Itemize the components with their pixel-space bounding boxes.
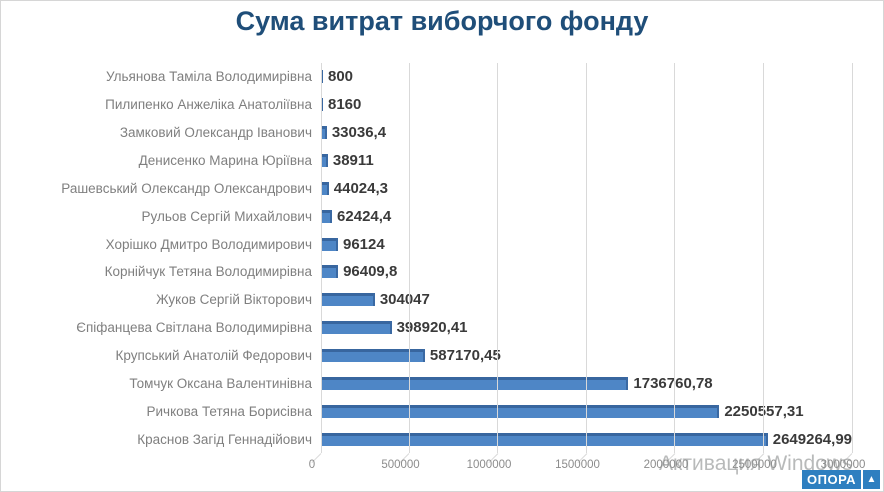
gridline	[497, 63, 499, 453]
bar-row: 1736760,78	[321, 369, 852, 397]
bar-value-label: 587170,45	[429, 347, 501, 365]
bar-value-label: 44024,3	[333, 179, 389, 197]
chart-title: Сума витрат виборчого фонду	[235, 6, 649, 36]
value-axis: 0 500000 1000000 1500000 2000000 2500000 30000…	[1, 459, 883, 479]
category-label: Замковий Олександр Іванович	[119, 125, 312, 141]
x-tick-label: 500000	[381, 459, 420, 471]
bar-value-label: 304047	[379, 291, 430, 309]
category-label: Корнійчук Тетяна Володимирівна	[104, 264, 312, 280]
gridline	[586, 63, 587, 453]
gridline	[763, 63, 764, 453]
category-label: Ричкова Тетяна Борисівна	[146, 403, 312, 419]
x-tick-label: 2000000	[643, 459, 689, 471]
bar-row: 304047	[321, 286, 852, 314]
bar	[321, 209, 333, 223]
category-label: Пилипенко Анжеліка Анатоліївна	[105, 97, 312, 113]
bar-value-label: 800	[328, 68, 354, 86]
bar-value-label: 398920,41	[396, 319, 468, 337]
bar-row: 2649264,99	[321, 425, 852, 453]
bar-row: 62424,4	[321, 202, 852, 230]
bar-row: 96124	[321, 230, 852, 258]
bar-value-label: 1736760,78	[633, 374, 713, 392]
x-tick-label: 1000000	[466, 459, 512, 471]
category-label: Жуков Сергій Вікторович	[156, 292, 312, 308]
category-label: Ульянова Таміла Володимирівна	[105, 69, 312, 85]
x-tick-label: 3000000	[820, 459, 866, 471]
opora-logo: ОПОРА ▲	[802, 470, 880, 489]
bar	[321, 404, 720, 418]
x-tick-label: 1500000	[555, 459, 600, 471]
bar-row: 38911	[321, 147, 852, 175]
bar-value-label: 38911	[332, 152, 374, 169]
bar	[321, 321, 392, 335]
opora-logo-text: ОПОРА	[802, 470, 861, 489]
bar	[321, 98, 323, 112]
bar-value-label: 96409,8	[343, 263, 398, 281]
gridline	[851, 63, 853, 453]
category-label: Денисенко Марина Юріївна	[138, 153, 312, 168]
category-label: Єпіфанцева Світлана Володимирівна	[76, 320, 312, 336]
category-axis: Ульянова Таміла Володимирівна Пилипенко А…	[1, 63, 312, 453]
category-label: Рашевський Олександр Олександрович	[61, 180, 312, 196]
opora-logo-triangle-icon: ▲	[863, 470, 880, 489]
bar-row: 33036,4	[321, 119, 852, 147]
bar	[321, 126, 327, 140]
bar	[321, 70, 323, 84]
gridline	[320, 63, 322, 453]
bar-row: 8160	[321, 91, 852, 119]
category-label: Крупський Анатолій Федорович	[115, 348, 312, 364]
bar	[321, 376, 629, 390]
bar-value-label: 8160	[328, 96, 362, 114]
bar-value-label: 2649264,99	[772, 430, 852, 448]
bar	[321, 349, 425, 363]
bar	[321, 237, 338, 251]
category-label: Хорішко Дмитро Володимирович	[105, 236, 312, 252]
bar-value-label: 62424,4	[337, 207, 392, 225]
bar-row: 44024,3	[321, 174, 852, 202]
gridline	[408, 63, 410, 453]
x-tick-label: 0	[308, 459, 316, 471]
bar-row: 96409,8	[321, 258, 852, 286]
bar	[321, 181, 329, 195]
bar	[321, 265, 339, 279]
category-label: Краснов Загід Геннадійович	[137, 431, 312, 447]
x-tick-label: 2500000	[732, 459, 777, 471]
bar-value-label: 96124	[343, 235, 385, 253]
bar-row: 587170,45	[321, 342, 852, 370]
bar	[321, 432, 768, 446]
gridline	[674, 63, 676, 453]
bar-value-label: 33036,4	[331, 124, 387, 142]
bar	[321, 154, 328, 167]
bar-row: 398920,41	[321, 314, 852, 342]
bar-row: 800	[321, 63, 852, 91]
category-label: Рульов Сергій Михайлович	[141, 208, 313, 224]
category-label: Томчук Оксана Валентинівна	[129, 375, 312, 391]
bar	[321, 293, 375, 307]
bar-rows: 800 8160 33036,4 38911 44024,3 62424,4 96124 96…	[321, 63, 852, 453]
plot-area: 800 8160 33036,4 38911 44024,3 62424,4 96124 96…	[311, 63, 853, 464]
bar-row: 2250557,31	[321, 397, 852, 425]
